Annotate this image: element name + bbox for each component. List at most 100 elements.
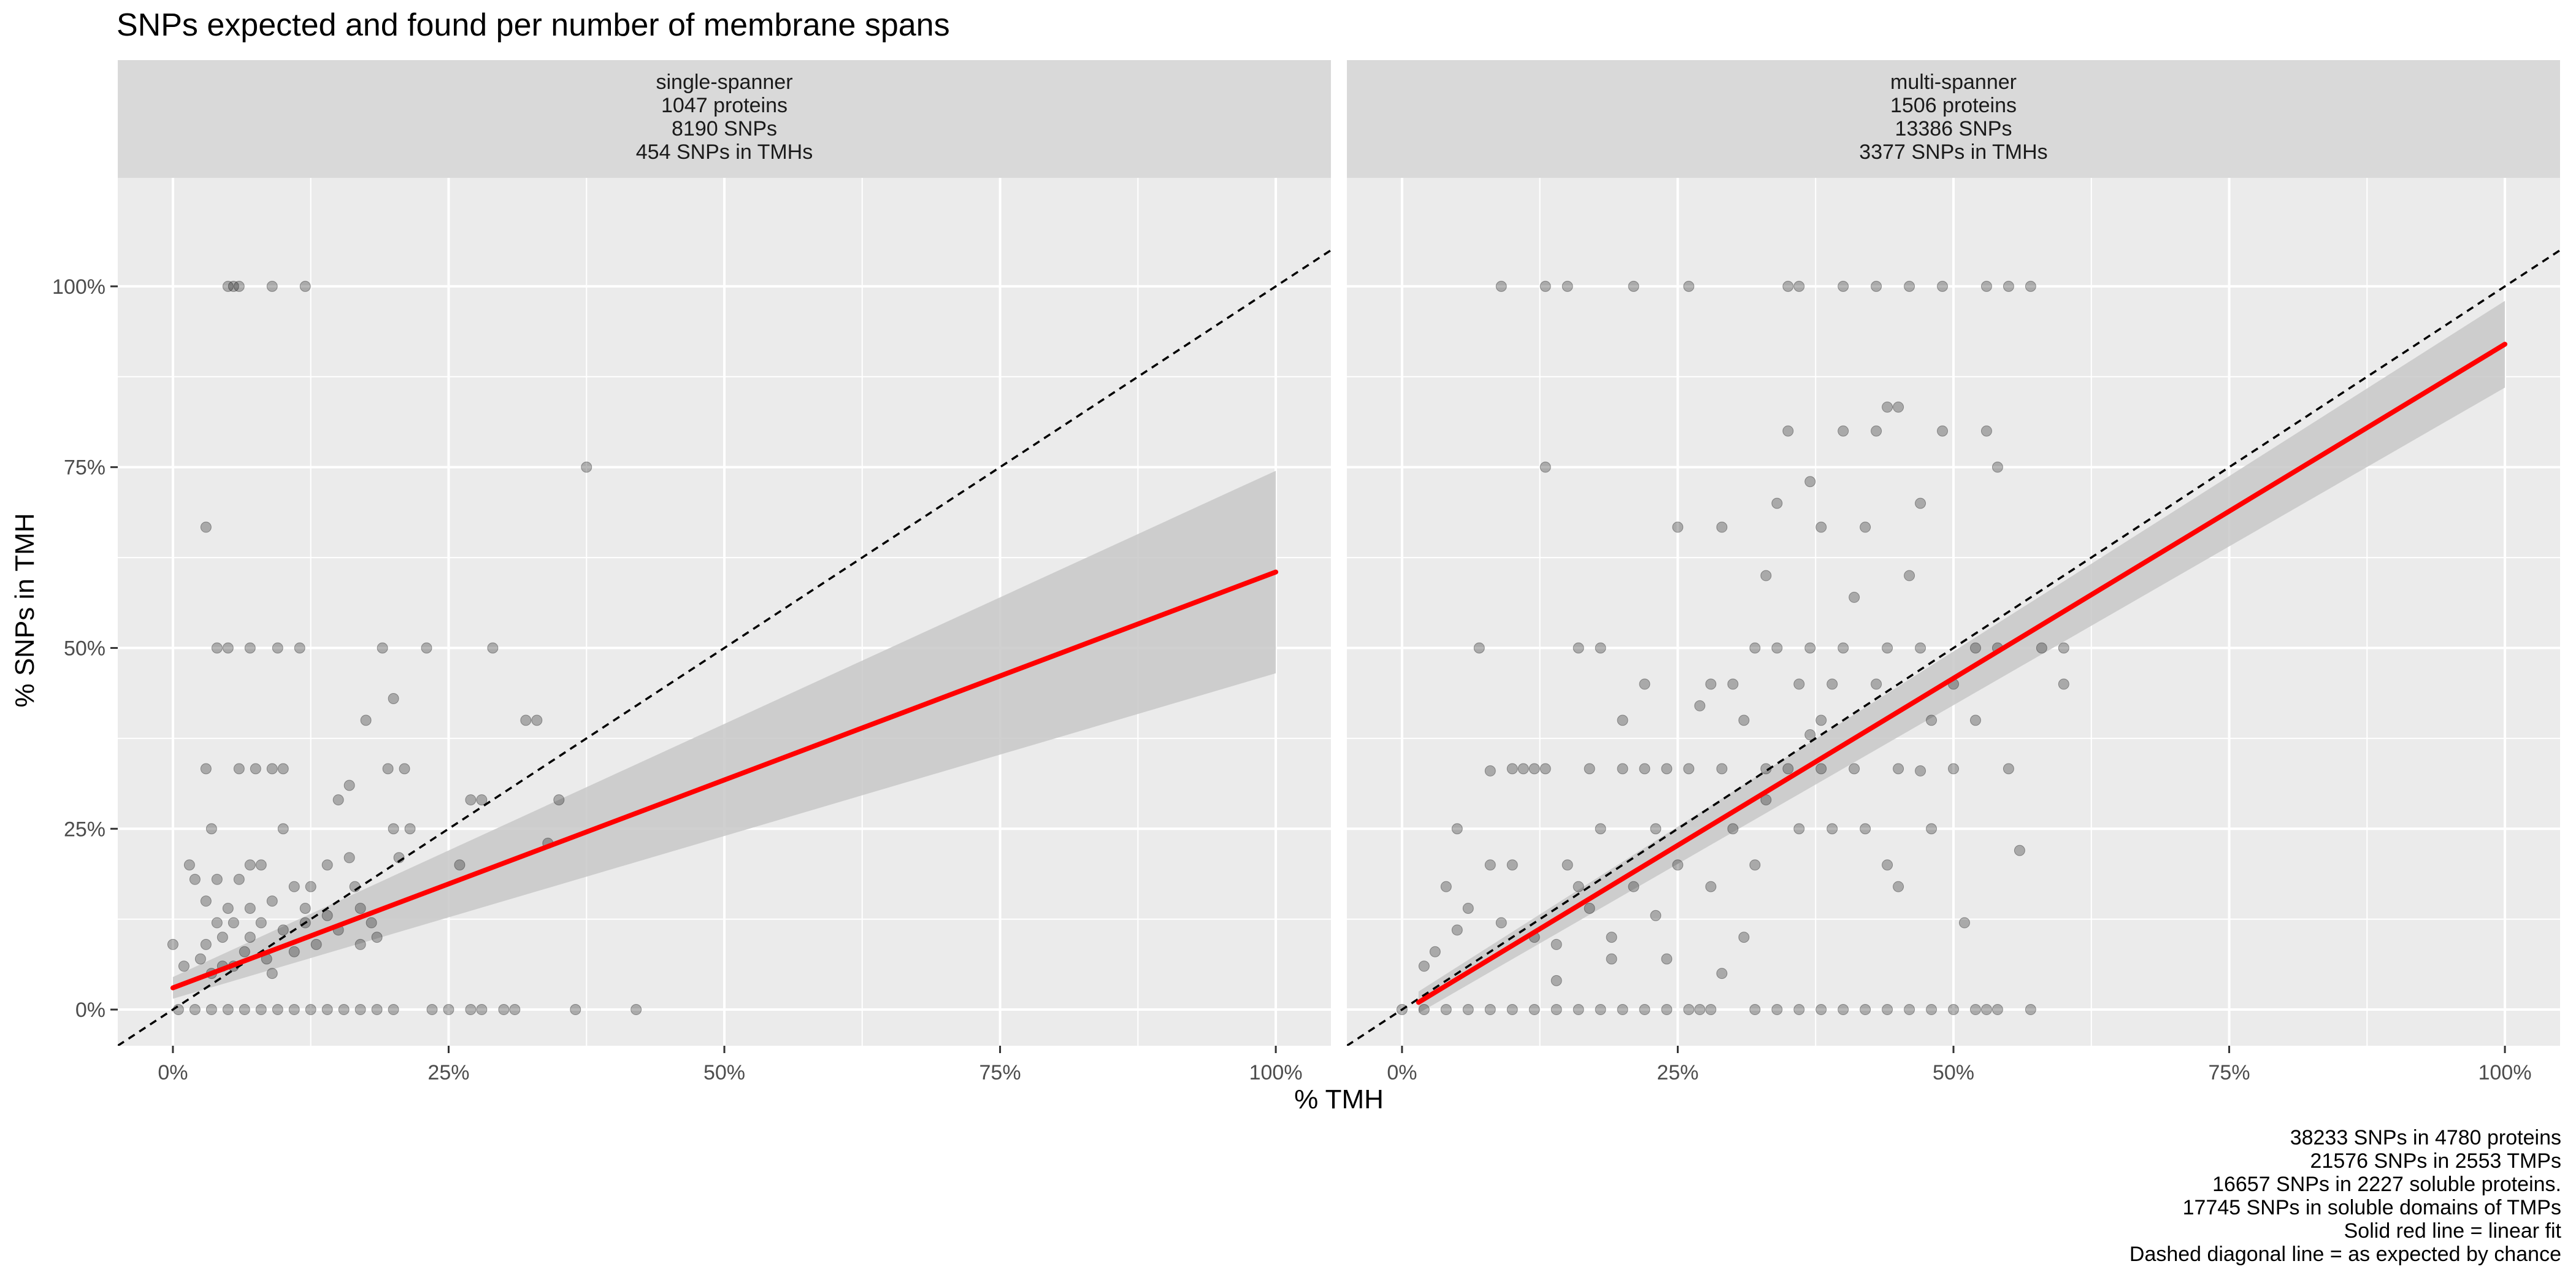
data-point <box>355 902 366 914</box>
data-point <box>377 642 388 654</box>
confidence-ribbon <box>172 470 1276 999</box>
data-point <box>1771 497 1783 509</box>
data-point <box>570 1004 581 1016</box>
data-point <box>299 917 311 929</box>
data-point <box>1815 763 1827 775</box>
data-point <box>200 521 212 533</box>
data-point <box>1893 881 1904 892</box>
data-point <box>2003 763 2014 775</box>
data-point <box>1539 280 1551 292</box>
x-tick-label: 0% <box>158 1061 188 1084</box>
data-point <box>1462 1004 1474 1016</box>
data-point <box>1948 763 1959 775</box>
data-point <box>255 917 267 929</box>
data-point <box>1904 570 1915 581</box>
data-point <box>244 859 256 871</box>
strip-label-line: 13386 SNPs <box>1895 117 2012 140</box>
strip-label-line: 1506 proteins <box>1890 94 2017 117</box>
data-point <box>1440 1004 1452 1016</box>
data-point <box>321 1004 333 1016</box>
data-point <box>1716 521 1728 533</box>
data-point <box>233 280 245 292</box>
data-point <box>1694 1004 1706 1016</box>
data-point <box>1551 1004 1562 1016</box>
data-point <box>338 1004 350 1016</box>
data-point <box>1539 461 1551 473</box>
data-point <box>1495 917 1507 929</box>
data-point <box>250 763 261 775</box>
data-point <box>239 1004 250 1016</box>
data-point <box>1849 763 1860 775</box>
caption-line: 17745 SNPs in soluble domains of TMPs <box>2183 1196 2561 1219</box>
data-point <box>343 852 355 864</box>
data-point <box>211 642 223 654</box>
data-point <box>1882 401 1893 413</box>
data-point <box>1584 902 1595 914</box>
data-point <box>454 859 466 871</box>
data-point <box>1969 642 1981 654</box>
data-point <box>1418 960 1430 972</box>
data-point <box>1595 642 1606 654</box>
data-point <box>371 932 383 943</box>
data-point <box>1683 1004 1695 1016</box>
data-point <box>1484 765 1496 776</box>
strip-label-line: 3377 SNPs in TMHs <box>1859 140 2047 164</box>
data-point <box>1793 678 1805 690</box>
data-point <box>200 895 212 907</box>
data-point <box>388 1004 399 1016</box>
strip-label-line: single-spanner <box>656 71 792 94</box>
data-point <box>1473 642 1485 654</box>
data-point <box>343 780 355 791</box>
x-tick-label: 100% <box>2478 1061 2532 1084</box>
data-point <box>1871 425 1882 437</box>
data-point <box>1980 425 1992 437</box>
data-point <box>1937 425 1949 437</box>
data-point <box>2058 642 2069 654</box>
data-point <box>1573 1004 1584 1016</box>
data-point <box>1782 763 1794 775</box>
data-point <box>1882 859 1893 871</box>
data-point <box>1573 642 1584 654</box>
data-point <box>476 794 488 806</box>
data-point <box>1506 763 1518 775</box>
data-point <box>443 1004 454 1016</box>
data-point <box>277 924 289 936</box>
data-point <box>1672 521 1684 533</box>
data-point <box>487 642 499 654</box>
strip-label-line: 454 SNPs in TMHs <box>636 140 813 164</box>
data-point <box>189 1004 201 1016</box>
data-point <box>194 953 206 965</box>
data-point <box>1716 763 1728 775</box>
data-point <box>288 946 300 957</box>
data-point <box>1705 1004 1717 1016</box>
data-point <box>1639 1004 1650 1016</box>
data-point <box>1672 859 1684 871</box>
data-point <box>1451 924 1463 936</box>
data-point <box>1860 521 1871 533</box>
x-tick-label: 100% <box>1249 1061 1303 1084</box>
data-point <box>305 1004 316 1016</box>
x-axis-label: % TMH <box>1294 1084 1384 1114</box>
data-point <box>299 280 311 292</box>
data-point <box>239 946 250 957</box>
data-point <box>1804 642 1816 654</box>
data-point <box>465 1004 477 1016</box>
data-point <box>476 1004 488 1016</box>
data-point <box>1991 461 2003 473</box>
data-point <box>1969 1004 1981 1016</box>
data-point <box>310 938 322 950</box>
data-point <box>1838 425 1849 437</box>
data-point <box>1915 642 1926 654</box>
caption-line: 16657 SNPs in 2227 soluble proteins. <box>2212 1173 2561 1196</box>
data-point <box>1716 968 1728 979</box>
data-point <box>388 823 399 835</box>
data-point <box>1617 1004 1628 1016</box>
data-point <box>393 852 405 864</box>
data-point <box>520 715 532 726</box>
data-point <box>277 823 289 835</box>
strip-label-line: 8190 SNPs <box>672 117 777 140</box>
data-point <box>1827 678 1838 690</box>
data-point <box>1661 1004 1673 1016</box>
